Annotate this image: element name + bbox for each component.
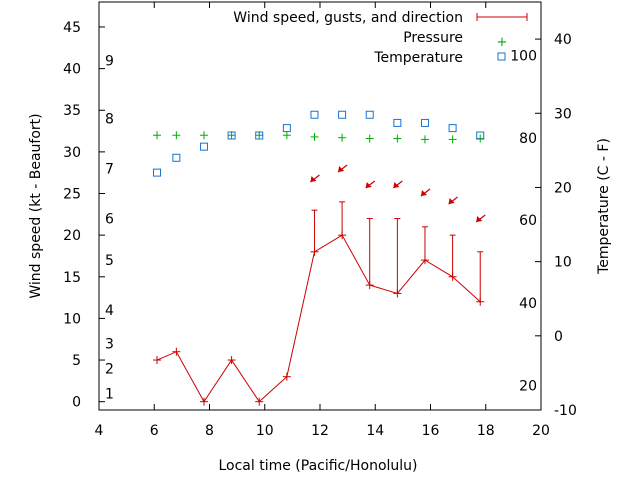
- x-tick-label: 10: [256, 423, 274, 439]
- y2-tick-label: 0: [554, 329, 563, 345]
- beaufort-label: 5: [105, 253, 114, 269]
- y-tick-label: 40: [63, 62, 81, 78]
- wind-speed-line: [156, 234, 481, 403]
- fahrenheit-label: 60: [519, 213, 537, 229]
- fahrenheit-label: 100: [510, 48, 537, 64]
- beaufort-label: 6: [105, 211, 114, 227]
- y-tick-label: 30: [63, 145, 81, 161]
- temperature-point: [282, 124, 291, 133]
- temperature-point: [310, 110, 319, 119]
- wind-direction-arrowhead: [420, 190, 427, 196]
- wind-direction-arrowhead: [310, 176, 317, 182]
- temperature-point: [153, 168, 162, 177]
- temperature-point: [393, 118, 402, 127]
- beaufort-label: 3: [105, 336, 114, 352]
- y2-tick-label: 40: [554, 32, 572, 48]
- y-tick-label: 10: [63, 311, 81, 327]
- y2-tick-label: -10: [554, 403, 577, 419]
- temperature-point: [476, 131, 485, 140]
- beaufort-label: 1: [105, 386, 114, 402]
- x-tick-label: 6: [150, 423, 159, 439]
- y2-axis-label: Temperature (C - F): [596, 138, 612, 275]
- fahrenheit-label: 80: [519, 131, 537, 147]
- legend-pressure-label: Pressure: [403, 30, 463, 46]
- wind-direction-arrowhead: [365, 182, 372, 188]
- x-tick-label: 8: [205, 423, 214, 439]
- temperature-point: [365, 110, 374, 119]
- temperature-point: [448, 124, 457, 133]
- beaufort-label: 7: [105, 162, 114, 178]
- temperature-point: [227, 131, 236, 140]
- x-tick-label: 16: [422, 423, 440, 439]
- y-tick-label: 0: [72, 395, 81, 411]
- wind-direction-arrowhead: [476, 216, 483, 222]
- y-tick-label: 45: [63, 20, 81, 36]
- beaufort-label: 9: [105, 53, 114, 69]
- y-tick-label: 25: [63, 187, 81, 203]
- legend-temperature-label: Temperature: [373, 50, 463, 66]
- legend-pressure-marker: +: [497, 35, 508, 50]
- y-tick-label: 20: [63, 228, 81, 244]
- temperature-point: [338, 110, 347, 119]
- fahrenheit-label: 20: [519, 379, 537, 395]
- y-tick-label: 5: [72, 353, 81, 369]
- temperature-point: [199, 142, 208, 151]
- legend-temperature-marker: [497, 52, 506, 61]
- legend-wind-label: Wind speed, gusts, and direction: [233, 10, 463, 26]
- wind-direction-arrowhead: [448, 198, 455, 204]
- x-tick-label: 20: [532, 423, 550, 439]
- y2-tick-label: 30: [554, 106, 572, 122]
- temperature-point: [420, 118, 429, 127]
- x-tick-label: 12: [311, 423, 329, 439]
- x-axis-label: Local time (Pacific/Honolulu): [218, 458, 417, 474]
- y-axis-label: Wind speed (kt - Beaufort): [28, 113, 44, 298]
- beaufort-label: 2: [105, 361, 114, 377]
- y-tick-label: 15: [63, 270, 81, 286]
- beaufort-label: 4: [105, 303, 114, 319]
- y-tick-label: 35: [63, 103, 81, 119]
- y2-tick-label: 20: [554, 180, 572, 196]
- x-tick-label: 4: [95, 423, 104, 439]
- temperature-point: [172, 153, 181, 162]
- plot-frame: [98, 1, 542, 411]
- fahrenheit-label: 40: [519, 296, 537, 312]
- wind-direction-arrowhead: [393, 182, 400, 188]
- wind-direction-arrowhead: [338, 166, 345, 172]
- x-tick-label: 14: [366, 423, 384, 439]
- beaufort-label: 8: [105, 112, 114, 128]
- x-tick-label: 18: [477, 423, 495, 439]
- y2-tick-label: 10: [554, 255, 572, 271]
- temperature-point: [255, 131, 264, 140]
